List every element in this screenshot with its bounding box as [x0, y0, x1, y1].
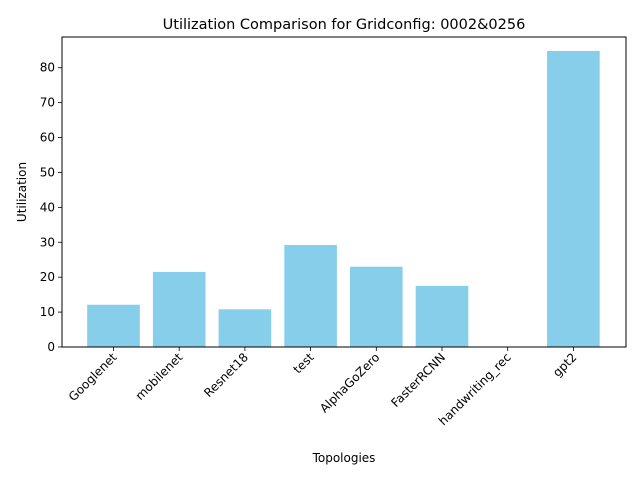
y-axis-label: Utilization [15, 162, 29, 222]
y-tick-label: 30 [40, 235, 55, 249]
plot-frame [61, 36, 627, 348]
y-tick-label: 10 [40, 305, 55, 319]
bar-mobilenet [152, 271, 206, 347]
y-tick-label: 70 [40, 96, 55, 110]
x-axis-label: Topologies [312, 451, 376, 465]
bar-Googlenet [87, 304, 140, 347]
y-tick-label: 50 [40, 165, 55, 179]
bar-Resnet18 [218, 309, 272, 347]
bar-gpt2 [547, 50, 600, 348]
bar-test [284, 245, 337, 347]
y-tick-label: 80 [40, 61, 55, 75]
chart-title: Utilization Comparison for Gridconfig: 0… [163, 17, 526, 33]
y-tick-label: 60 [40, 131, 55, 145]
bars-group [87, 50, 600, 348]
bar-FasterRCNN [415, 285, 469, 347]
y-tick-label: 20 [40, 270, 55, 284]
y-tick-label: 40 [40, 200, 55, 214]
y-axis: 0 10 20 30 40 50 60 70 80 [40, 61, 62, 354]
y-tick-label: 0 [47, 340, 55, 354]
bar-AlphaGoZero [350, 266, 403, 347]
